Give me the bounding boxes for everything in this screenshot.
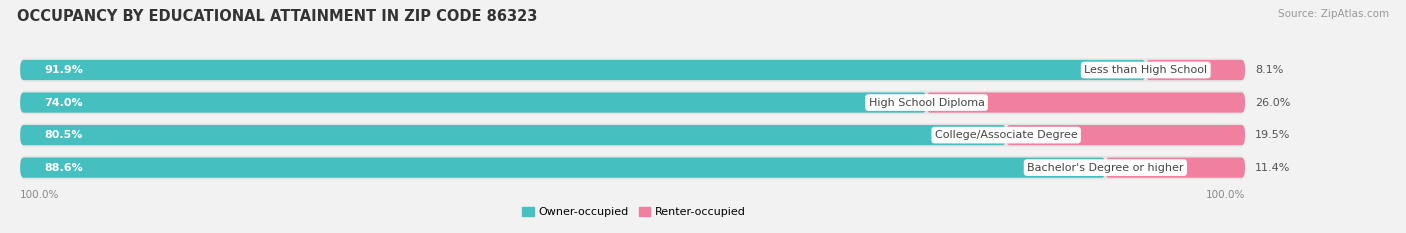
Text: 11.4%: 11.4% — [1254, 163, 1291, 173]
FancyBboxPatch shape — [1146, 60, 1244, 80]
Text: College/Associate Degree: College/Associate Degree — [935, 130, 1077, 140]
Text: 74.0%: 74.0% — [45, 98, 83, 108]
FancyBboxPatch shape — [20, 93, 927, 113]
Text: Source: ZipAtlas.com: Source: ZipAtlas.com — [1278, 9, 1389, 19]
Text: 80.5%: 80.5% — [45, 130, 83, 140]
FancyBboxPatch shape — [20, 91, 1244, 114]
Text: 8.1%: 8.1% — [1254, 65, 1284, 75]
Text: 88.6%: 88.6% — [45, 163, 83, 173]
Text: Less than High School: Less than High School — [1084, 65, 1208, 75]
Text: OCCUPANCY BY EDUCATIONAL ATTAINMENT IN ZIP CODE 86323: OCCUPANCY BY EDUCATIONAL ATTAINMENT IN Z… — [17, 9, 537, 24]
FancyBboxPatch shape — [20, 60, 1146, 80]
Legend: Owner-occupied, Renter-occupied: Owner-occupied, Renter-occupied — [523, 207, 745, 217]
Text: High School Diploma: High School Diploma — [869, 98, 984, 108]
Text: 26.0%: 26.0% — [1254, 98, 1291, 108]
FancyBboxPatch shape — [20, 158, 1105, 178]
Text: 19.5%: 19.5% — [1254, 130, 1291, 140]
FancyBboxPatch shape — [20, 125, 1007, 145]
FancyBboxPatch shape — [1105, 158, 1244, 178]
FancyBboxPatch shape — [927, 93, 1244, 113]
FancyBboxPatch shape — [20, 156, 1244, 179]
Text: 91.9%: 91.9% — [45, 65, 83, 75]
Text: 100.0%: 100.0% — [1205, 190, 1244, 200]
Text: Bachelor's Degree or higher: Bachelor's Degree or higher — [1028, 163, 1184, 173]
FancyBboxPatch shape — [20, 58, 1244, 82]
FancyBboxPatch shape — [20, 123, 1244, 147]
FancyBboxPatch shape — [1007, 125, 1244, 145]
Text: 100.0%: 100.0% — [20, 190, 59, 200]
